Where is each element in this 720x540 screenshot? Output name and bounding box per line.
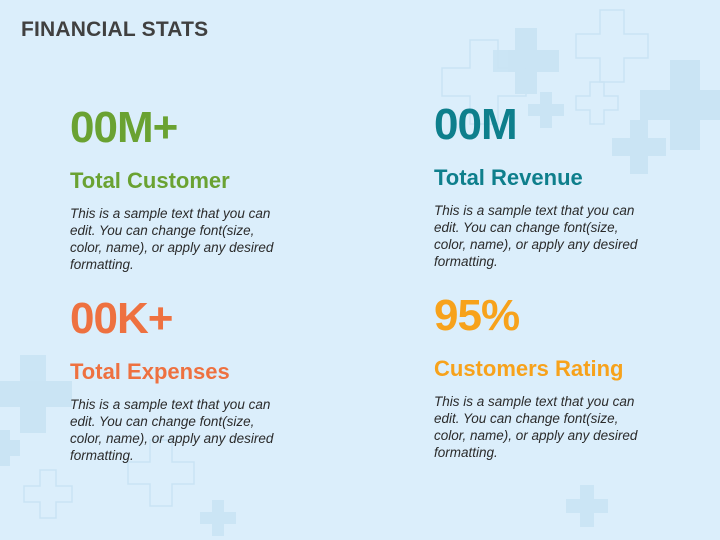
stat-description: This is a sample text that you can edit.… (434, 203, 638, 269)
stat-card-total-customer: 00M+ Total Customer This is a sample tex… (70, 104, 320, 273)
stat-label: Customers Rating (434, 356, 624, 381)
stat-card-total-expenses: 00K+ Total Expenses This is a sample tex… (70, 295, 320, 464)
stat-description: This is a sample text that you can edit.… (434, 394, 638, 460)
stat-value: 00K+ (70, 294, 173, 343)
stat-description: This is a sample text that you can edit.… (70, 397, 274, 463)
stat-description: This is a sample text that you can edit.… (70, 206, 274, 272)
stat-value: 00M+ (70, 103, 178, 152)
stat-value: 00M (434, 100, 518, 149)
stat-card-total-revenue: 00M Total Revenue This is a sample text … (434, 101, 684, 270)
page-title: FINANCIAL STATS (21, 18, 209, 41)
stat-label: Total Customer (70, 168, 230, 193)
stat-card-customers-rating: 95% Customers Rating This is a sample te… (434, 292, 684, 461)
stat-label: Total Expenses (70, 359, 230, 384)
stat-label: Total Revenue (434, 165, 583, 190)
stat-value: 95% (434, 291, 520, 340)
